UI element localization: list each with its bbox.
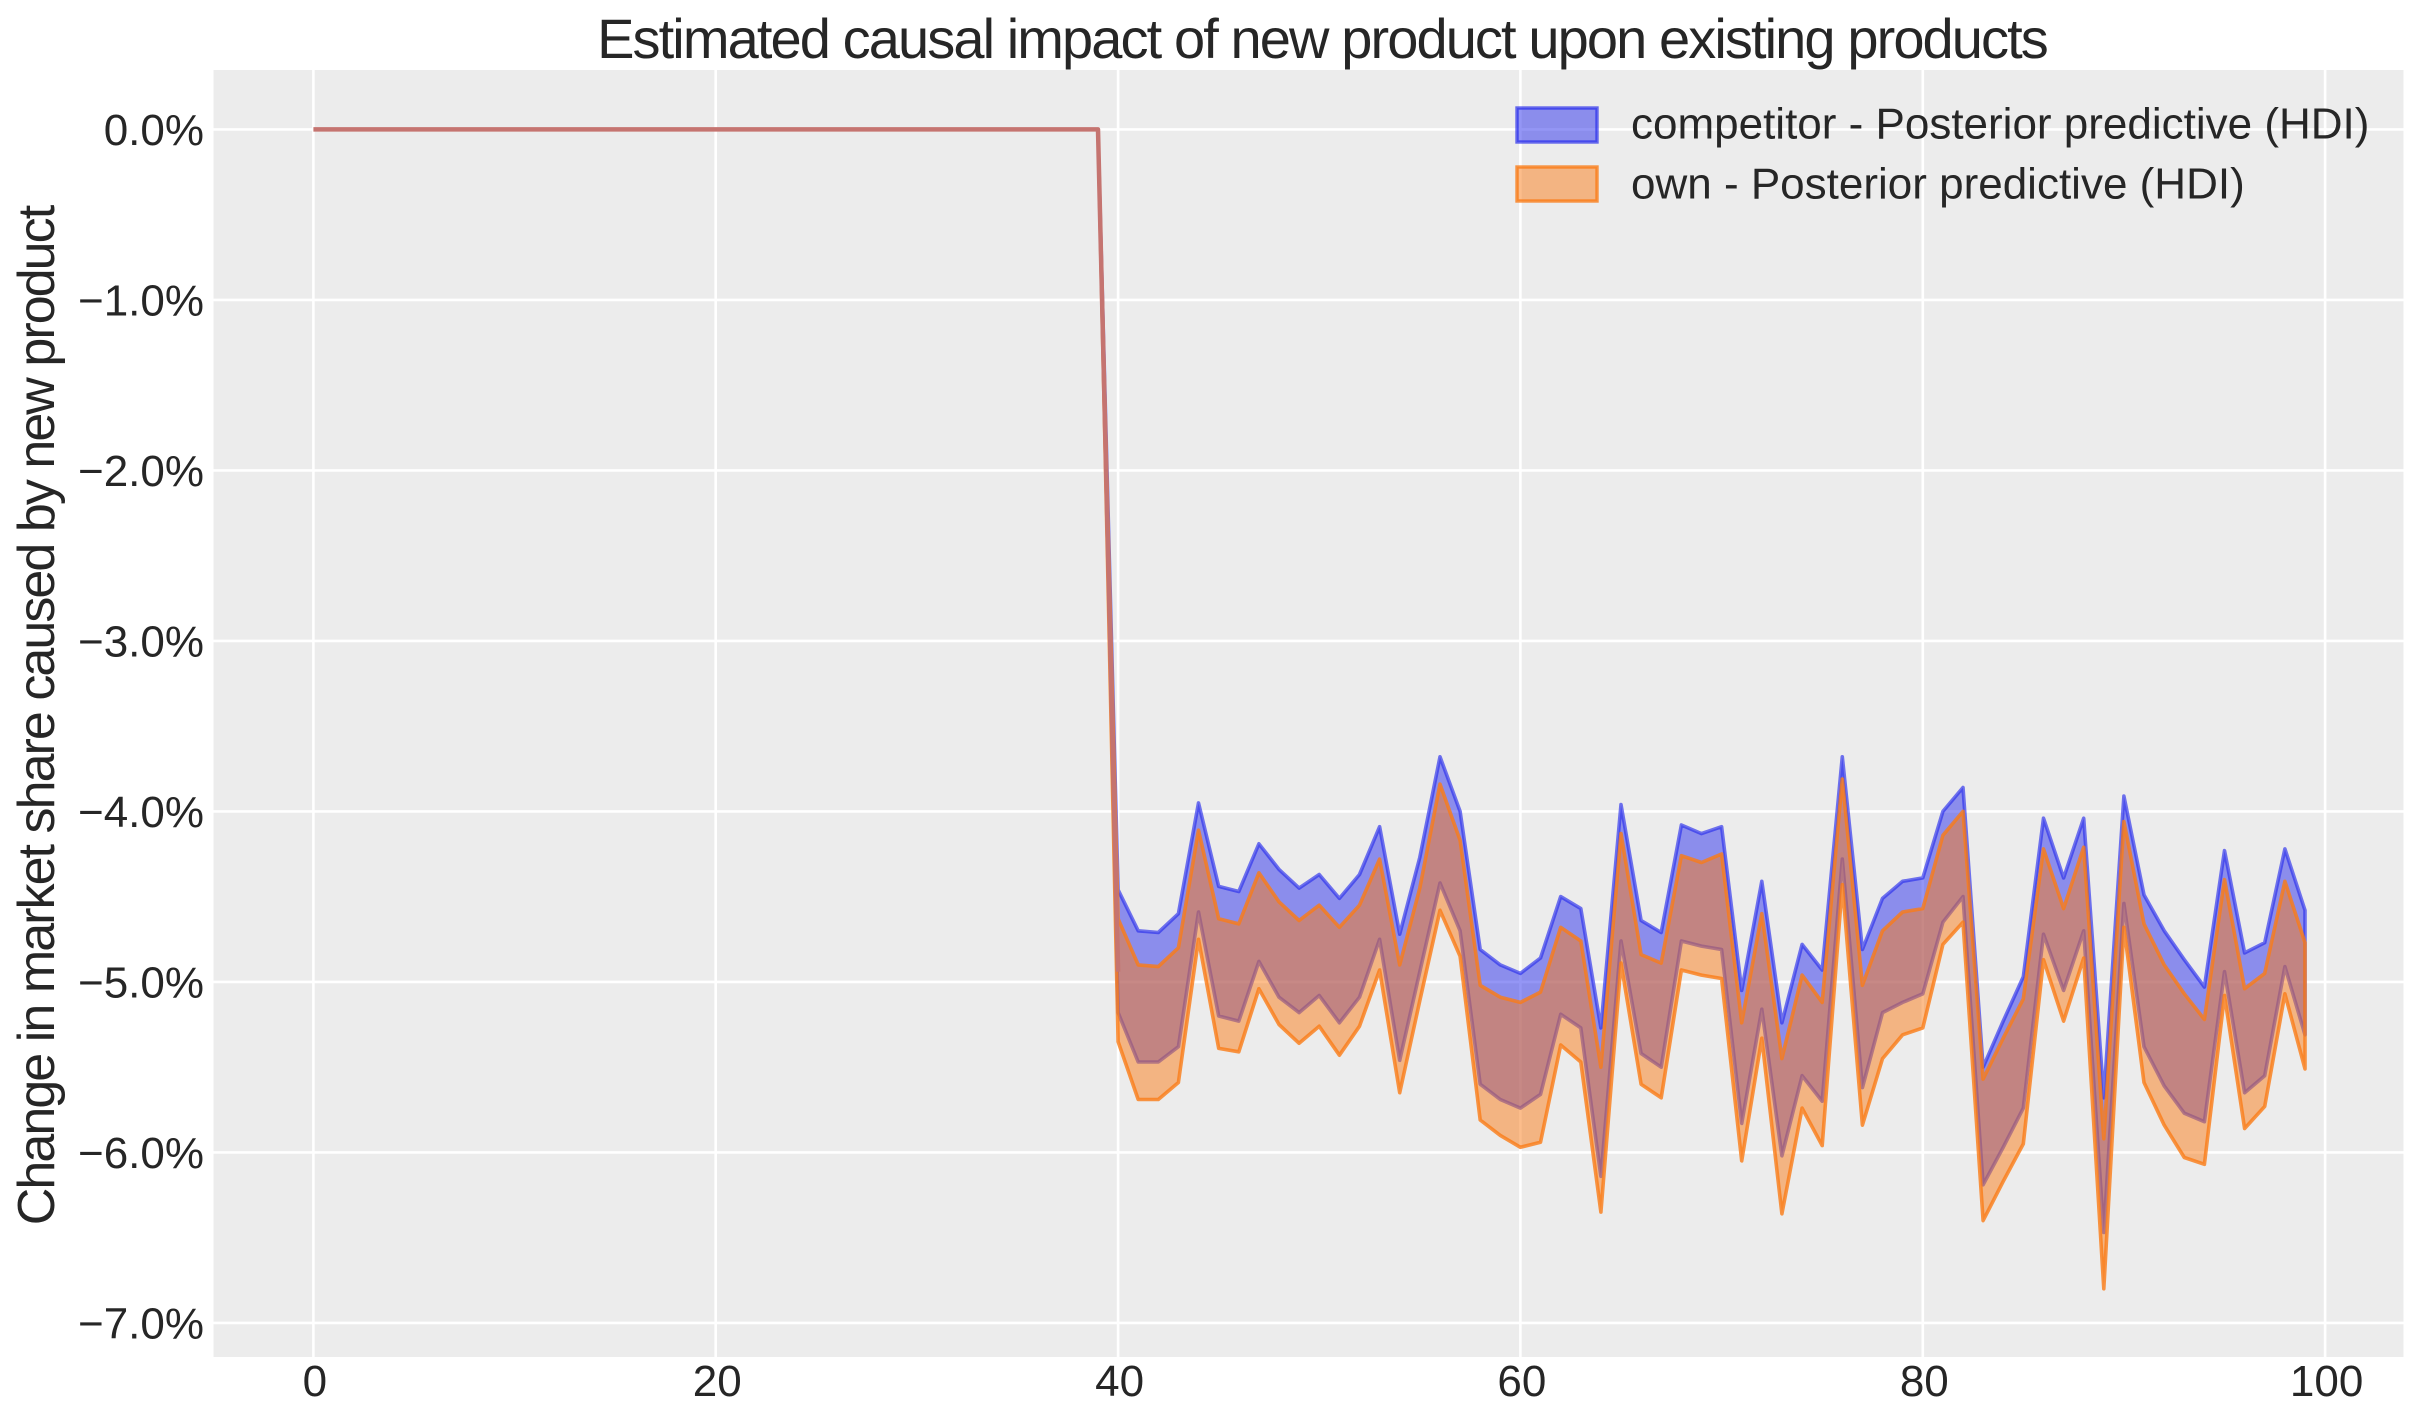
svg-text:−4.0%: −4.0% (78, 788, 204, 837)
svg-text:100: 100 (2290, 1357, 2363, 1406)
svg-text:0: 0 (303, 1357, 327, 1406)
svg-text:competitor - Posterior predict: competitor - Posterior predictive (HDI) (1631, 100, 2369, 149)
svg-text:own - Posterior predictive (HD: own - Posterior predictive (HDI) (1631, 160, 2245, 209)
svg-text:−1.0%: −1.0% (78, 276, 204, 325)
svg-text:20: 20 (693, 1357, 742, 1406)
svg-text:60: 60 (1497, 1357, 1546, 1406)
svg-text:−2.0%: −2.0% (78, 447, 204, 496)
svg-text:−7.0%: −7.0% (78, 1299, 204, 1348)
svg-text:−5.0%: −5.0% (78, 958, 204, 1007)
svg-text:−3.0%: −3.0% (78, 617, 204, 666)
svg-text:80: 80 (1900, 1357, 1949, 1406)
svg-text:0.0%: 0.0% (104, 106, 204, 155)
svg-text:−6.0%: −6.0% (78, 1129, 204, 1178)
svg-text:Estimated causal impact of new: Estimated causal impact of new product u… (597, 7, 2047, 70)
svg-text:Change in market share caused: Change in market share caused by new pro… (8, 204, 66, 1225)
svg-text:40: 40 (1095, 1357, 1144, 1406)
